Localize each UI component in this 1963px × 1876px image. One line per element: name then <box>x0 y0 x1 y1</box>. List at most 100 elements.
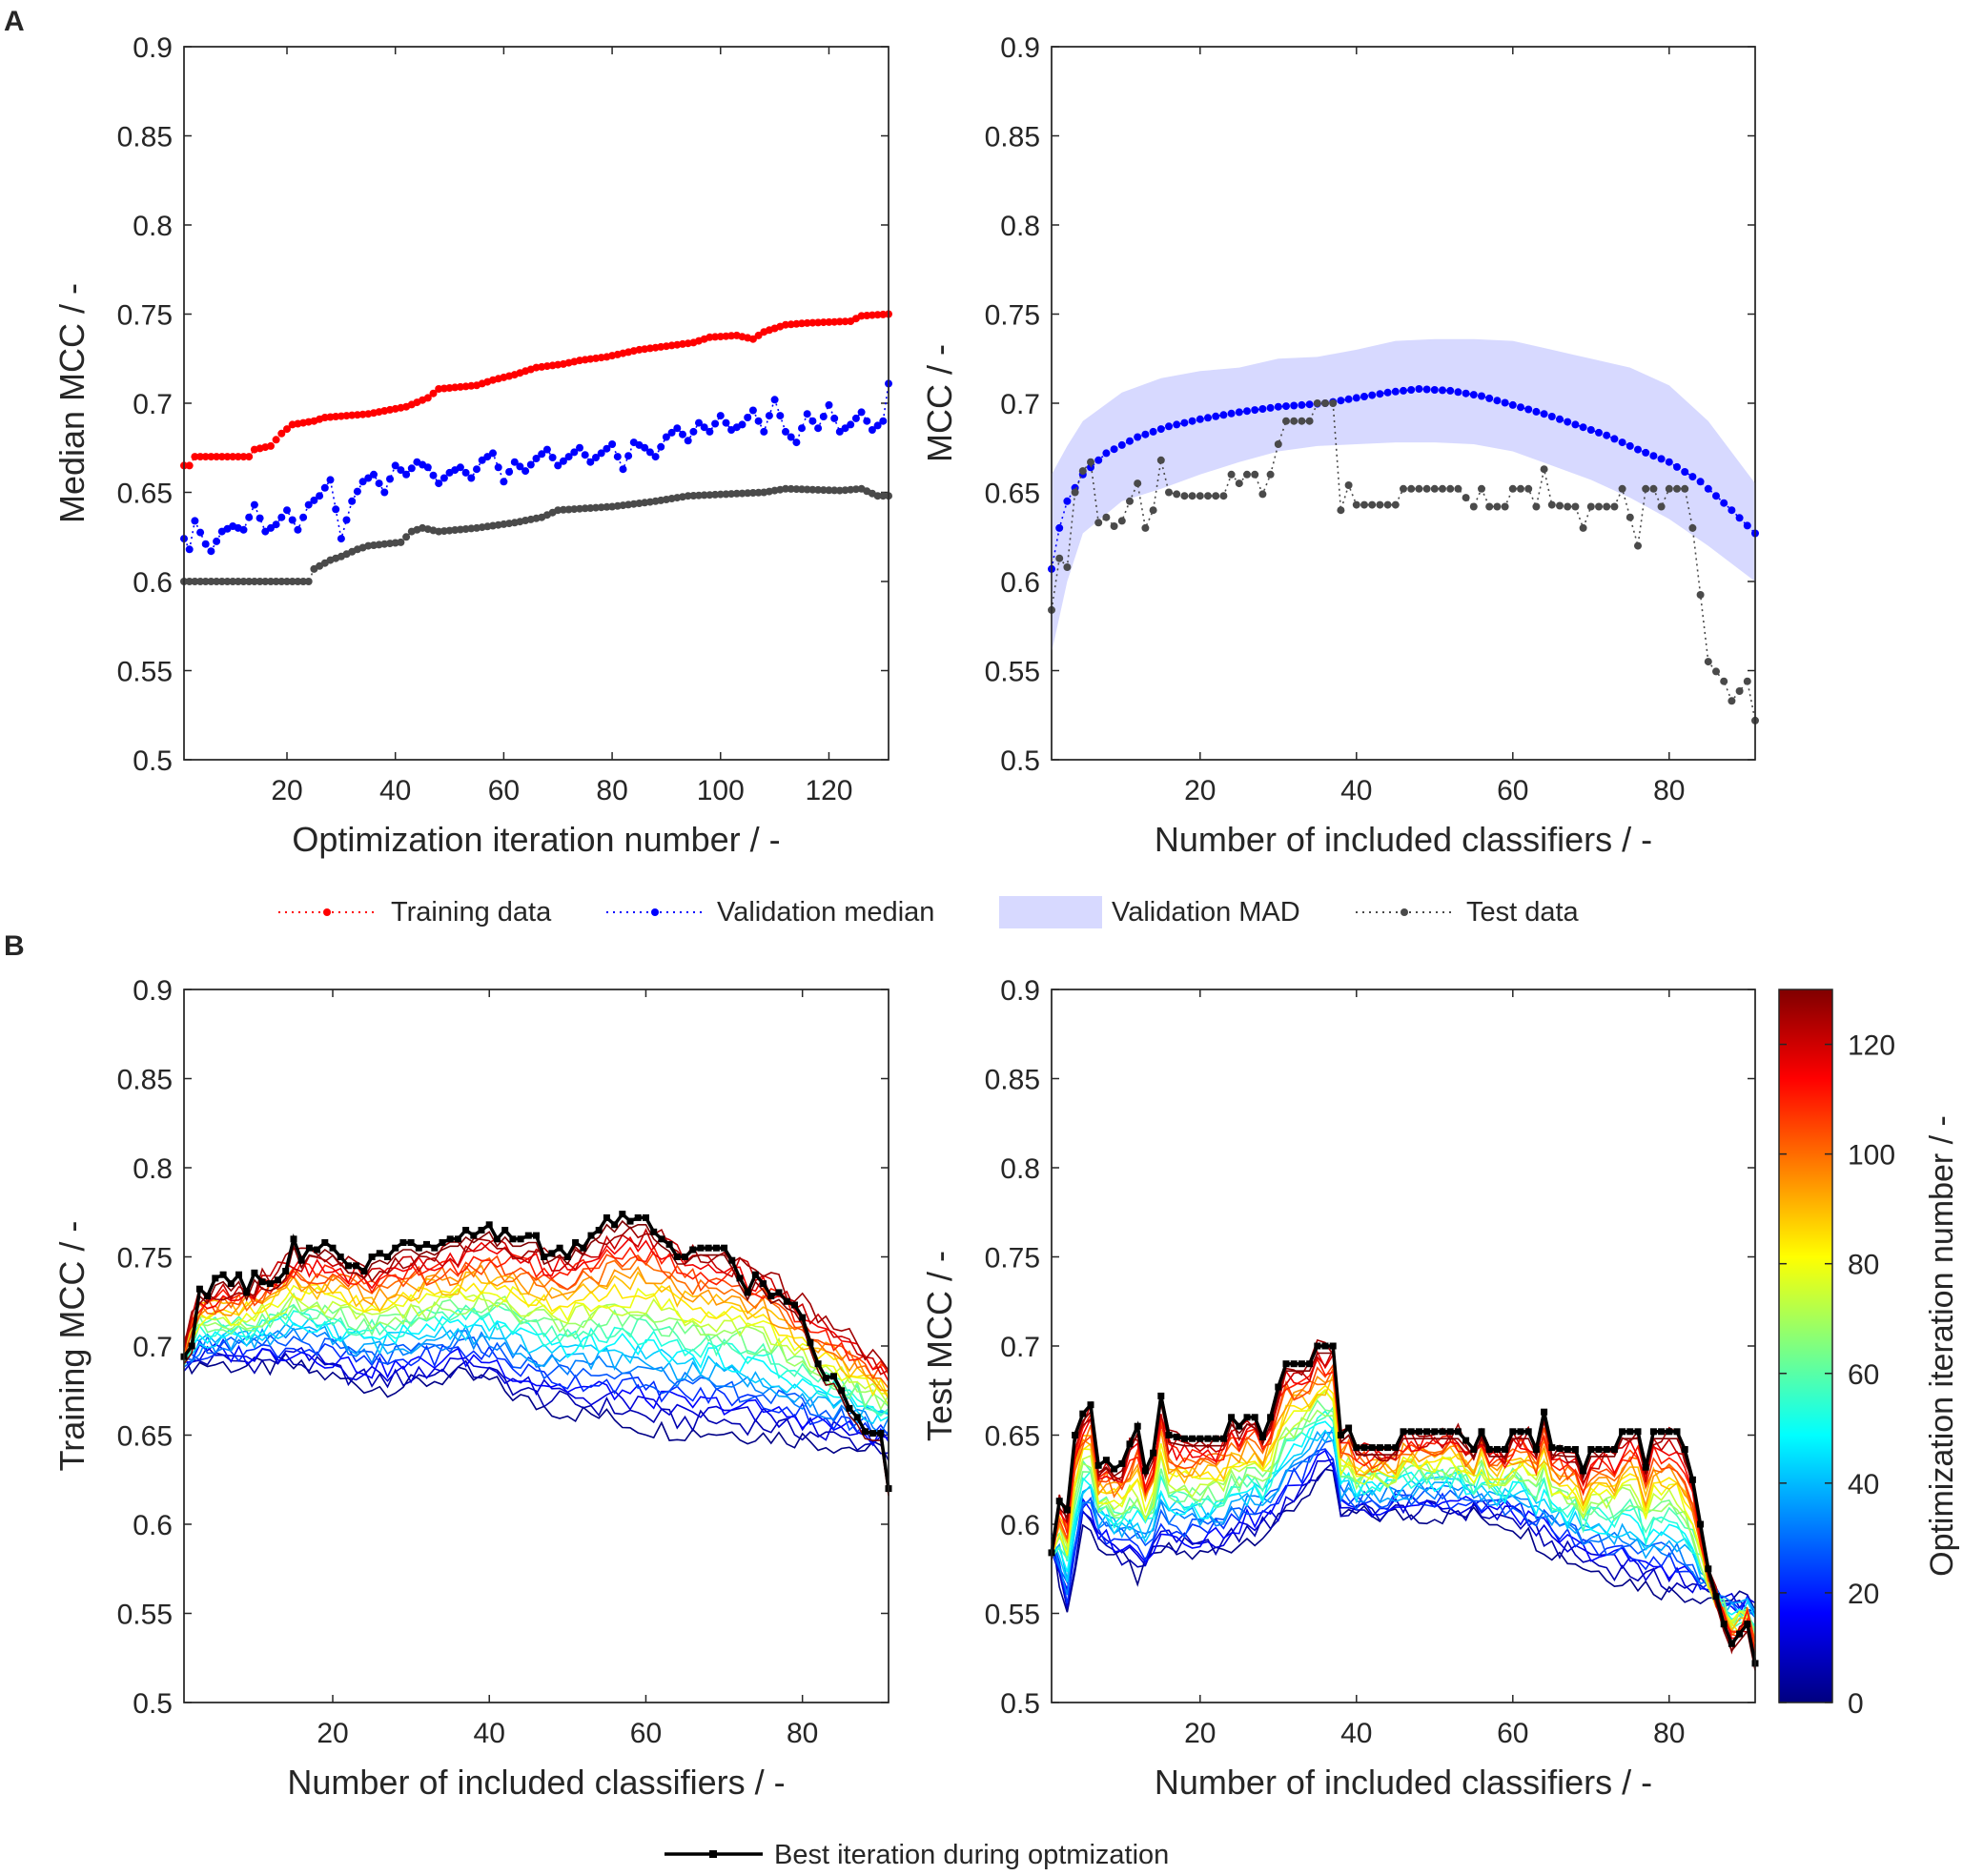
data-point <box>1126 1440 1134 1448</box>
data-point <box>277 513 286 521</box>
data-point <box>1329 1342 1337 1350</box>
y-axis-label: Test MCC / - <box>920 1251 959 1441</box>
data-point <box>1282 402 1290 411</box>
data-point <box>744 489 752 498</box>
data-point <box>830 1373 837 1380</box>
data-point <box>803 410 811 418</box>
data-point <box>873 311 882 319</box>
data-point <box>728 1256 736 1264</box>
data-point <box>1344 395 1353 403</box>
data-point <box>299 578 308 585</box>
data-point <box>1743 677 1751 685</box>
data-point <box>559 505 567 514</box>
colorbar-tick-label: 60 <box>1848 1359 1879 1391</box>
data-point <box>682 1254 688 1260</box>
data-point <box>1478 1428 1485 1436</box>
data-point <box>234 453 242 461</box>
data-point <box>1610 435 1619 443</box>
legend-mad-swatch <box>999 896 1102 928</box>
y-tick-label: 0.85 <box>117 1065 173 1096</box>
data-point <box>1478 484 1485 493</box>
data-point <box>1227 409 1236 418</box>
data-point <box>554 506 562 515</box>
data-point <box>213 453 221 461</box>
data-point <box>217 453 226 461</box>
data-point <box>857 312 866 320</box>
data-point <box>825 486 833 495</box>
data-point <box>822 1375 829 1382</box>
data-point <box>1290 417 1298 425</box>
data-point <box>841 424 849 433</box>
data-point <box>1586 426 1595 434</box>
axes-frame-border <box>183 989 889 1703</box>
data-point <box>1658 1428 1666 1436</box>
data-point <box>705 1244 712 1252</box>
y-tick-label: 0.9 <box>133 975 173 1007</box>
data-point <box>1126 497 1134 505</box>
series-validation-median <box>180 379 892 556</box>
iteration-line <box>183 1226 889 1372</box>
y-tick-label: 0.9 <box>1000 975 1040 1007</box>
axes-frame <box>183 46 889 761</box>
data-point <box>1134 433 1142 441</box>
data-point <box>673 424 682 433</box>
data-point <box>727 332 736 340</box>
data-point <box>1290 1360 1298 1368</box>
x-axis-label: Number of included classifiers / - <box>1155 1763 1652 1802</box>
data-point <box>283 578 291 585</box>
y-tick-label: 0.8 <box>1000 211 1040 242</box>
data-point <box>1055 1498 1063 1505</box>
data-point <box>1251 406 1259 415</box>
data-point <box>1063 1506 1071 1514</box>
y-tick-label: 0.6 <box>133 567 173 599</box>
x-tick-label: 20 <box>271 775 302 806</box>
data-point <box>1735 514 1744 522</box>
data-point <box>1204 492 1212 500</box>
data-point <box>245 453 254 461</box>
data-point <box>716 333 725 341</box>
data-point <box>754 488 763 497</box>
data-point <box>1580 1467 1587 1475</box>
data-point <box>261 527 270 536</box>
x-tick-label: 20 <box>317 1718 348 1749</box>
data-point <box>500 478 508 486</box>
data-point <box>532 455 541 462</box>
colorbar-label: Optimization iteration number / - <box>1924 1115 1960 1577</box>
data-point <box>751 1271 759 1278</box>
data-point <box>348 411 357 419</box>
data-point <box>213 578 221 585</box>
data-point <box>1110 522 1118 530</box>
legend-validation-marker <box>651 908 659 916</box>
data-point <box>1493 1446 1501 1453</box>
data-point <box>397 466 405 475</box>
data-point <box>1118 1459 1126 1467</box>
data-point <box>1415 1428 1422 1436</box>
data-point <box>1329 399 1338 407</box>
data-point <box>1704 484 1712 493</box>
data-point <box>1236 1422 1243 1430</box>
data-point <box>1212 492 1220 500</box>
data-point <box>1517 403 1524 412</box>
y-tick-label: 0.6 <box>133 1510 173 1541</box>
data-point <box>185 461 194 470</box>
data-point <box>1235 408 1243 417</box>
data-point <box>261 578 270 585</box>
data-point <box>423 1240 430 1248</box>
data-point <box>1337 1432 1344 1438</box>
data-point <box>1391 387 1400 396</box>
data-point <box>643 1213 649 1221</box>
data-point <box>722 418 730 427</box>
data-point <box>1165 488 1173 497</box>
iteration-line <box>1051 1376 1756 1653</box>
y-tick-label: 0.65 <box>985 479 1040 510</box>
data-point <box>185 578 194 585</box>
data-point <box>851 485 860 494</box>
data-point <box>1587 1446 1595 1453</box>
data-point <box>645 448 654 457</box>
data-point <box>1728 506 1736 515</box>
data-point <box>1744 1621 1751 1628</box>
data-point <box>1078 467 1087 476</box>
data-point <box>1493 397 1502 405</box>
data-point <box>738 420 746 429</box>
data-point <box>533 1232 540 1239</box>
